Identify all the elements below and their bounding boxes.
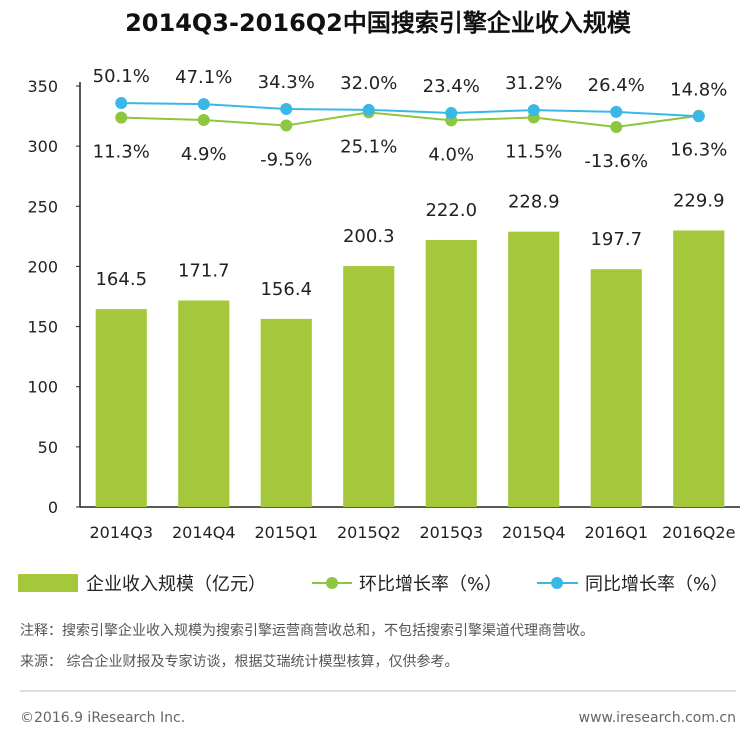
yoy-growth-label: 14.8% (670, 79, 727, 100)
note-text: 注释：搜索引擎企业收入规模为搜索引擎运营商营收总和，不包括搜索引擎渠道代理商营收… (20, 622, 594, 639)
yoy-growth-label: 50.1% (93, 66, 150, 87)
y-axis: 0 50 100 150 200 250 300 350 (27, 77, 81, 517)
revenue-bar (95, 309, 147, 507)
qoq-growth-point (610, 121, 623, 133)
x-tick-label: 2014Q4 (172, 523, 236, 542)
revenue-bar (425, 239, 477, 508)
source-text: 来源： 综合企业财报及专家访谈，根据艾瑞统计模型核算，仅供参考。 (20, 653, 458, 670)
bar-series (95, 230, 725, 508)
y-tick-label: 350 (27, 77, 58, 96)
revenue-bar-label: 222.0 (425, 200, 477, 221)
qoq-growth-label: 11.5% (505, 142, 562, 163)
legend-revenue-label: 企业收入规模（亿元） (86, 574, 266, 595)
x-tick-label: 2015Q4 (502, 523, 566, 542)
legend: 企业收入规模（亿元） 环比增长率（%） 同比增长率（%） (18, 574, 728, 595)
qoq-growth-point (280, 119, 293, 132)
legend-qoq-marker (326, 577, 338, 589)
y-tick-label: 300 (27, 137, 58, 156)
qoq-growth-label: 11.3% (93, 142, 150, 163)
revenue-bar (673, 230, 725, 508)
copyright-text: ©2016.9 iResearch Inc. (20, 710, 185, 726)
revenue-bar-label: 229.9 (673, 190, 725, 211)
qoq-growth-line (121, 111, 699, 129)
y-tick-label: 50 (38, 438, 58, 457)
revenue-bar (508, 231, 560, 507)
line-series (115, 97, 705, 133)
yoy-growth-label: 47.1% (175, 67, 232, 88)
qoq-growth-label: 16.3% (670, 140, 727, 161)
data-labels: 164.5 171.7 156.4 200.3 222.0 228.9 197.7 229.9… (93, 66, 728, 300)
x-tick-label: 2016Q2e (662, 523, 735, 542)
website-text: www.iresearch.com.cn (579, 710, 736, 726)
revenue-bar (590, 269, 642, 507)
yoy-growth-point (197, 98, 210, 111)
legend-qoq-label: 环比增长率（%） (359, 574, 502, 595)
x-tick-label: 2016Q1 (585, 523, 649, 542)
revenue-bar-label: 200.3 (343, 226, 395, 247)
x-axis: 2014Q3 2014Q4 2015Q1 2015Q2 2015Q3 2015Q4 2016… (80, 506, 740, 542)
yoy-growth-point (280, 102, 293, 115)
revenue-bar (260, 318, 312, 507)
y-tick-label: 100 (27, 378, 58, 397)
yoy-growth-label: 32.0% (340, 73, 397, 94)
chart-title: 2014Q3-2016Q2中国搜索引擎企业收入规模 (125, 9, 632, 37)
revenue-bar (343, 266, 395, 507)
revenue-bar-label: 171.7 (178, 260, 230, 281)
x-tick-label: 2015Q3 (420, 523, 484, 542)
yoy-growth-point (445, 107, 458, 120)
qoq-growth-label: 4.9% (181, 144, 227, 165)
x-tick-label: 2015Q2 (337, 523, 401, 542)
legend-yoy-marker (551, 577, 563, 589)
yoy-growth-point (527, 104, 540, 117)
revenue-bar-label: 228.9 (508, 192, 560, 213)
revenue-bar (178, 300, 230, 507)
y-tick-label: 250 (27, 197, 58, 216)
x-tick-label: 2015Q1 (255, 523, 319, 542)
qoq-growth-point (115, 111, 128, 124)
x-tick-label: 2014Q3 (90, 523, 154, 542)
yoy-growth-label: 26.4% (588, 75, 645, 96)
qoq-growth-label: 25.1% (340, 136, 397, 157)
y-tick-label: 200 (27, 257, 58, 276)
yoy-growth-point (362, 103, 375, 116)
legend-revenue-swatch (18, 574, 78, 592)
qoq-growth-label: -13.6% (584, 151, 648, 172)
qoq-growth-label: -9.5% (260, 149, 312, 170)
yoy-growth-label: 34.3% (258, 72, 315, 93)
legend-yoy-label: 同比增长率（%） (585, 574, 728, 595)
yoy-growth-label: 31.2% (505, 73, 562, 94)
revenue-bar-label: 156.4 (260, 279, 312, 300)
qoq-growth-point (197, 114, 210, 127)
revenue-bar-label: 164.5 (95, 269, 147, 290)
yoy-growth-label: 23.4% (423, 76, 480, 97)
y-tick-label: 150 (27, 318, 58, 337)
yoy-growth-point (115, 97, 128, 109)
revenue-bar-label: 197.7 (590, 229, 642, 250)
qoq-growth-label: 4.0% (428, 144, 474, 165)
y-tick-label: 0 (48, 498, 58, 517)
yoy-growth-point (610, 105, 623, 118)
yoy-growth-point (692, 110, 705, 123)
yoy-growth-line (121, 102, 699, 118)
